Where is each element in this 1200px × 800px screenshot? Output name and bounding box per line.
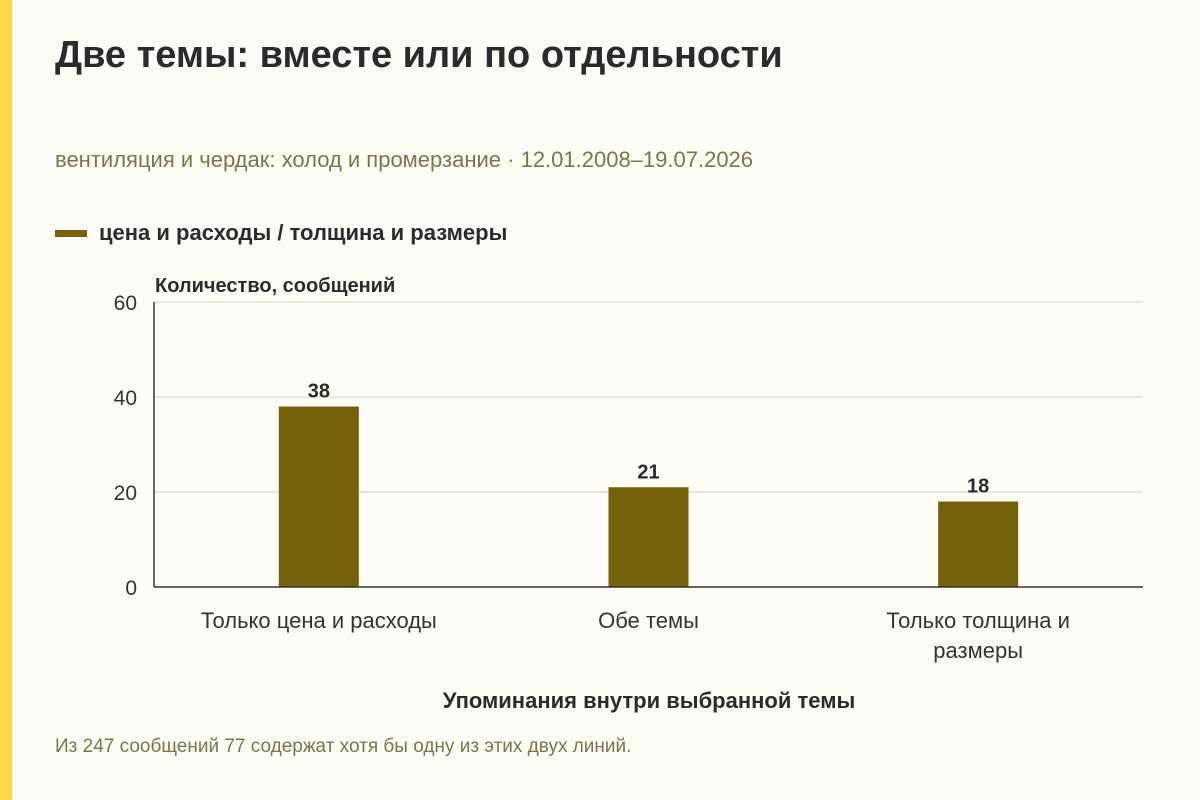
x-axis-labels: Только цена и расходы Обе темы Только толщ…: [201, 608, 1070, 663]
y-tick-label: 20: [114, 482, 137, 505]
x-tick-label: Обе темы: [598, 608, 699, 633]
y-axis-title: Количество, сообщений: [155, 275, 395, 297]
legend-label: цена и расходы / толщина и размеры: [99, 220, 508, 245]
bar-value-label: 21: [637, 461, 659, 483]
y-tick-label: 60: [114, 292, 137, 315]
bar-value-label: 18: [967, 476, 989, 498]
legend-swatch: [55, 229, 87, 237]
x-tick-label-line: Обе темы: [598, 608, 699, 633]
bar: [938, 501, 1019, 587]
bars: [278, 406, 1019, 587]
x-tick-label-line: Только цена и расходы: [201, 608, 437, 633]
accent-bar: [0, 0, 12, 800]
bar: [608, 487, 689, 587]
value-labels: 38 21 18: [308, 381, 990, 498]
x-tick-label: Только цена и расходы: [201, 608, 437, 633]
bar-value-label: 38: [308, 381, 330, 403]
chart-title: Две темы: вместе или по отдельности: [55, 34, 783, 76]
x-axis-title: Упоминания внутри выбранной темы: [443, 688, 856, 713]
legend: цена и расходы / толщина и размеры: [55, 220, 507, 246]
y-tick-label: 40: [114, 387, 137, 410]
y-axis-ticks: 0 20 40 60: [114, 292, 137, 600]
x-tick-label-line: Только толщина и: [886, 608, 1070, 633]
x-tick-label-line: размеры: [933, 638, 1023, 663]
footnote: Из 247 сообщений 77 содержат хотя бы одн…: [55, 736, 632, 757]
axes: [153, 302, 1143, 588]
x-tick-label: Только толщина и размеры: [886, 608, 1070, 663]
bar: [278, 406, 359, 587]
chart-subtitle: вентиляция и чердак: холод и промерзание…: [55, 147, 754, 172]
y-tick-label: 0: [125, 577, 137, 600]
